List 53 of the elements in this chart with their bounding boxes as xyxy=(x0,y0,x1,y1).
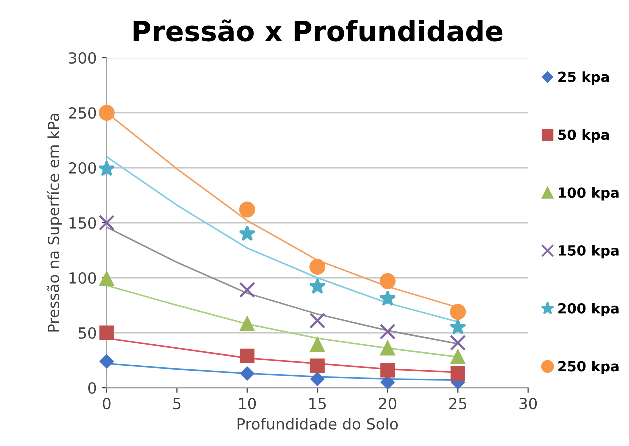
point xyxy=(450,350,466,365)
point xyxy=(98,160,116,176)
legend-label: 250 kpa xyxy=(558,360,619,374)
x-tick-label: 5 xyxy=(173,398,181,410)
chart-title: Pressão x Profundidade xyxy=(134,20,503,42)
line-series xyxy=(106,226,459,345)
point xyxy=(240,366,254,381)
point xyxy=(380,341,396,356)
legend-label: 150 kpa xyxy=(559,245,619,259)
x-tick-label: 20 xyxy=(379,398,397,410)
point xyxy=(450,366,466,382)
x-tick-label: 0 xyxy=(103,398,111,410)
point xyxy=(239,225,256,242)
y-tick-label: 200 xyxy=(69,162,96,174)
point xyxy=(310,372,325,386)
legend-label: 25 kpa xyxy=(558,72,610,86)
legend-label: 50 kpa xyxy=(558,129,610,143)
point xyxy=(380,273,396,290)
y-tick-label: 150 xyxy=(70,217,96,230)
point xyxy=(380,324,396,340)
y-tick-label: 300 xyxy=(69,52,96,64)
point xyxy=(100,354,114,369)
point xyxy=(310,338,325,352)
point xyxy=(309,278,326,294)
y-tick-label: 0 xyxy=(88,382,96,394)
x-tick-label: 30 xyxy=(520,398,538,410)
point xyxy=(239,202,256,218)
point xyxy=(240,348,255,364)
point xyxy=(450,304,466,320)
point xyxy=(98,104,115,121)
legend-label: 200 kpa xyxy=(558,303,619,317)
point xyxy=(310,259,326,275)
x-tick-label: 10 xyxy=(239,398,256,410)
point xyxy=(100,326,114,340)
point xyxy=(380,290,396,306)
point xyxy=(100,272,114,286)
point xyxy=(380,376,395,390)
y-tick-label: 250 xyxy=(69,107,96,120)
point xyxy=(450,334,466,351)
point xyxy=(450,318,466,335)
y-axis-title: Pressão na Superfíce em kPa xyxy=(47,114,62,332)
point xyxy=(310,358,325,374)
x-tick-label: 25 xyxy=(450,398,467,410)
x-axis-title: Profundidade do Solo xyxy=(238,418,398,430)
point xyxy=(380,363,396,378)
y-tick-label: 50 xyxy=(78,327,96,340)
point xyxy=(240,316,255,332)
point xyxy=(98,215,115,231)
point xyxy=(310,312,326,329)
legend-label: 100 kpa xyxy=(559,187,619,201)
point xyxy=(239,282,256,298)
x-tick-label: 15 xyxy=(310,398,326,410)
y-tick-label: 100 xyxy=(70,272,96,284)
